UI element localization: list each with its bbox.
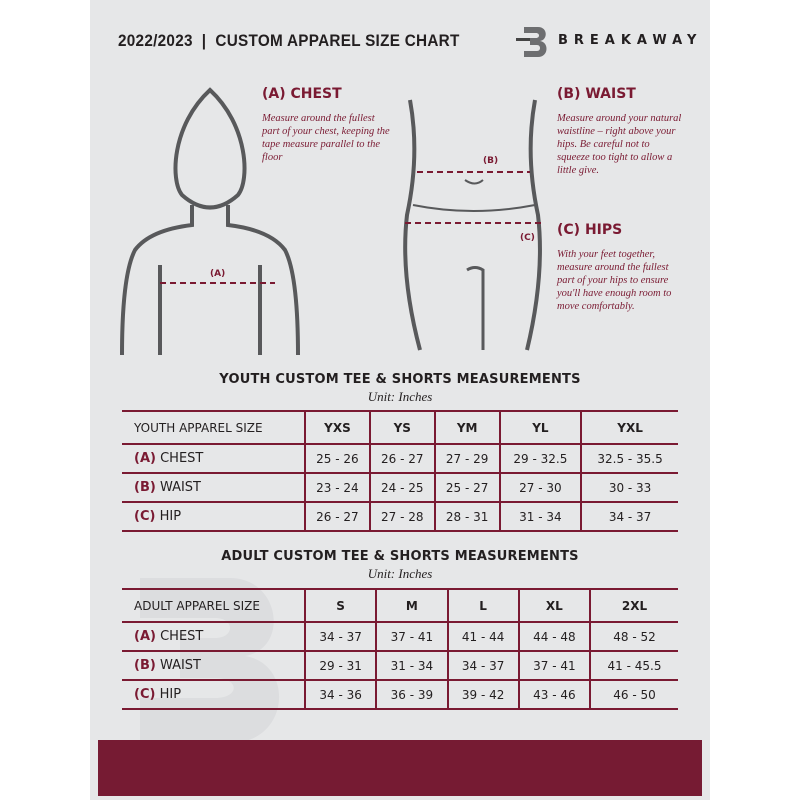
header-cell: YM xyxy=(433,410,500,445)
waist-heading: (B) WAIST xyxy=(557,86,636,102)
row-label: (A) CHEST xyxy=(122,621,305,652)
value-cell: 27 - 30 xyxy=(498,472,582,503)
row-measure: WAIST xyxy=(159,658,202,673)
brand-name: BREAKAWAY xyxy=(558,33,703,48)
value-cell: 37 - 41 xyxy=(375,621,448,652)
value-cell: 34 - 37 xyxy=(303,621,377,652)
row-label: (B) WAIST xyxy=(122,650,305,681)
value-cell: 34 - 36 xyxy=(303,679,377,710)
row-letter: (C) xyxy=(134,687,156,702)
value-cell: 31 - 34 xyxy=(375,650,448,681)
row-letter: (C) xyxy=(134,509,156,524)
value-cell: 36 - 39 xyxy=(375,679,448,710)
youth-size-table: YOUTH APPAREL SIZE YXS YS YM YL YXL (A) CHEST 2… xyxy=(122,410,678,532)
row-label: (C) HIP xyxy=(122,501,305,532)
chest-marker: (A) xyxy=(210,269,225,279)
header-cell: 2XL xyxy=(589,588,678,623)
footer-band xyxy=(98,740,702,796)
value-cell: 29 - 31 xyxy=(303,650,377,681)
value-cell: 34 - 37 xyxy=(446,650,519,681)
value-cell: 25 - 26 xyxy=(304,443,370,474)
value-cell: 26 - 27 xyxy=(304,501,370,532)
value-cell: 29 - 32.5 xyxy=(498,443,582,474)
page-title: 2022/2023 | CUSTOM APPAREL SIZE CHART xyxy=(118,31,460,50)
breakaway-logo-icon xyxy=(516,27,547,57)
value-cell: 41 - 45.5 xyxy=(589,650,678,681)
waist-marker: (B) xyxy=(483,156,498,166)
row-letter: (A) xyxy=(134,451,156,466)
table-row: (C) HIP 34 - 36 36 - 39 39 - 42 43 - 46 46 - … xyxy=(122,679,678,710)
adult-section-title: ADULT CUSTOM TEE & SHORTS MEASUREMENTS xyxy=(221,549,579,564)
value-cell: 26 - 27 xyxy=(368,443,435,474)
chest-figure-illustration: (A) xyxy=(120,87,300,355)
hips-marker: (C) xyxy=(520,233,535,243)
value-cell: 37 - 41 xyxy=(517,650,590,681)
value-cell: 31 - 34 xyxy=(498,501,582,532)
header-cell: YOUTH APPAREL SIZE xyxy=(122,410,305,445)
value-cell: 46 - 50 xyxy=(589,679,678,710)
row-letter: (A) xyxy=(134,629,156,644)
row-measure: WAIST xyxy=(159,480,202,495)
hips-description: With your feet together, measure around … xyxy=(557,249,672,312)
value-cell: 30 - 33 xyxy=(580,472,678,503)
row-measure: CHEST xyxy=(160,451,204,466)
header-cell: L xyxy=(446,588,519,623)
value-cell: 41 - 44 xyxy=(446,621,519,652)
table-row: (C) HIP 26 - 27 27 - 28 28 - 31 31 - 34 34 - … xyxy=(122,501,678,532)
row-letter: (B) xyxy=(134,480,156,495)
value-cell: 32.5 - 35.5 xyxy=(580,443,678,474)
row-label: (C) HIP xyxy=(122,679,305,710)
value-cell: 48 - 52 xyxy=(589,621,678,652)
row-measure: HIP xyxy=(159,509,182,524)
waist-hips-figure-illustration: (B) (C) xyxy=(403,99,545,351)
table-row: (A) CHEST 34 - 37 37 - 41 41 - 44 44 - 48 48 … xyxy=(122,621,678,652)
value-cell: 24 - 25 xyxy=(368,472,435,503)
adult-unit: Unit: Inches xyxy=(367,566,433,581)
header-cell: YXS xyxy=(304,410,370,445)
header-cell: ADULT APPAREL SIZE xyxy=(122,588,305,623)
header-cell: YS xyxy=(368,410,435,445)
youth-unit: Unit: Inches xyxy=(367,389,433,404)
header-cell: YXL xyxy=(580,410,678,445)
row-letter: (B) xyxy=(134,658,156,673)
header-cell: M xyxy=(375,588,448,623)
header-cell: S xyxy=(303,588,377,623)
table-header-row: ADULT APPAREL SIZE S M L XL 2XL xyxy=(122,588,678,623)
table-row: (A) CHEST 25 - 26 26 - 27 27 - 29 29 - 32.5 3… xyxy=(122,443,678,474)
waist-description: Measure around your natural waistline – … xyxy=(557,113,682,176)
value-cell: 27 - 29 xyxy=(433,443,500,474)
table-row: (B) WAIST 29 - 31 31 - 34 34 - 37 37 - 41 41 … xyxy=(122,650,678,681)
value-cell: 43 - 46 xyxy=(517,679,590,710)
hips-heading: (C) HIPS xyxy=(557,222,623,238)
value-cell: 34 - 37 xyxy=(580,501,678,532)
value-cell: 28 - 31 xyxy=(433,501,500,532)
youth-section-title: YOUTH CUSTOM TEE & SHORTS MEASUREMENTS xyxy=(219,372,581,387)
header-cell: YL xyxy=(498,410,582,445)
value-cell: 23 - 24 xyxy=(304,472,370,503)
chest-heading: (A) CHEST xyxy=(262,86,342,102)
chest-description: Measure around the fullest part of your … xyxy=(262,113,390,163)
row-label: (B) WAIST xyxy=(122,472,305,503)
table-row: (B) WAIST 23 - 24 24 - 25 25 - 27 27 - 30 30 … xyxy=(122,472,678,503)
row-label: (A) CHEST xyxy=(122,443,305,474)
value-cell: 27 - 28 xyxy=(368,501,435,532)
row-measure: HIP xyxy=(159,687,182,702)
adult-size-table: ADULT APPAREL SIZE S M L XL 2XL (A) CHEST 34 - … xyxy=(122,588,678,710)
table-header-row: YOUTH APPAREL SIZE YXS YS YM YL YXL xyxy=(122,410,678,445)
row-measure: CHEST xyxy=(160,629,204,644)
value-cell: 25 - 27 xyxy=(433,472,500,503)
value-cell: 44 - 48 xyxy=(517,621,590,652)
header-cell: XL xyxy=(517,588,590,623)
value-cell: 39 - 42 xyxy=(446,679,519,710)
